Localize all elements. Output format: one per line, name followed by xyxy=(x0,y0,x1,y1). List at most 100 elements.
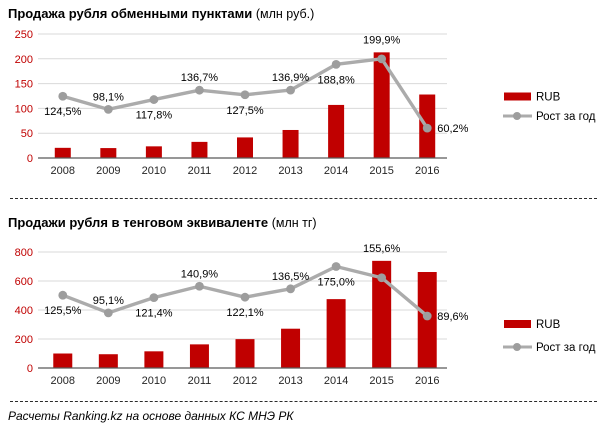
growth-label-2012: 122,1% xyxy=(226,307,264,319)
chart-title-bottom-unit: (млн тг) xyxy=(271,216,317,230)
x-label-2016: 2016 xyxy=(415,165,439,177)
marker-2014 xyxy=(331,59,341,69)
x-label-2010: 2010 xyxy=(142,165,166,177)
source-note: Расчеты Ranking.kz на основе данных КС М… xyxy=(8,409,294,423)
marker-2010 xyxy=(149,95,159,104)
legend-growth-marker-icon xyxy=(513,112,521,120)
growth-label-2011: 136,7% xyxy=(181,72,219,84)
bar-2010 xyxy=(145,146,162,158)
marker-2009 xyxy=(103,308,113,318)
legend-rub-swatch xyxy=(504,92,531,101)
growth-label-2008: 125,5% xyxy=(44,305,82,317)
chart-title-top-unit: (млн руб.) xyxy=(255,7,315,21)
y-tick-600: 600 xyxy=(15,276,33,288)
marker-2011 xyxy=(195,85,204,95)
bar-2013 xyxy=(282,129,299,158)
y-tick-200: 200 xyxy=(15,54,33,66)
y-tick-200: 200 xyxy=(15,334,33,346)
chart-top: 124,5% 98,1% 117,8% 136,7% 127,5% 136,9% 188,8… xyxy=(15,29,596,177)
bar-2014 xyxy=(328,104,345,158)
marker-2015 xyxy=(377,54,387,64)
x-label-2014: 2014 xyxy=(324,375,348,387)
marker-2008 xyxy=(58,91,68,101)
growth-label-2009: 95,1% xyxy=(93,295,124,307)
marker-2012 xyxy=(240,292,250,302)
marker-2016 xyxy=(422,123,432,133)
chart-title-top: Продажа рубля обменными пунктами (млн ру… xyxy=(8,6,314,21)
growth-label-2015: 155,6% xyxy=(363,243,401,255)
legend-growth-label: Рост за год xyxy=(536,111,596,123)
growth-label-2013: 136,5% xyxy=(272,271,310,283)
legend-rub-label: RUB xyxy=(536,319,561,331)
x-label-2015: 2015 xyxy=(369,165,393,177)
separator-dashed-1 xyxy=(10,198,597,199)
bar-2011 xyxy=(189,344,209,368)
marker-2013 xyxy=(286,284,295,294)
marker-2011 xyxy=(195,281,204,291)
x-label-2011: 2011 xyxy=(188,375,212,387)
legend: RUB Рост за год xyxy=(503,92,596,123)
y-tick-150: 150 xyxy=(15,79,33,91)
x-label-2013: 2013 xyxy=(278,375,302,387)
legend: RUB Рост за год xyxy=(503,319,596,354)
y-tick-50: 50 xyxy=(21,128,33,140)
growth-label-2012: 127,5% xyxy=(226,105,264,117)
legend-rub-label: RUB xyxy=(536,92,561,104)
x-label-2008: 2008 xyxy=(51,165,75,177)
growth-label-2014: 188,8% xyxy=(317,74,355,86)
growth-label-2015: 199,9% xyxy=(363,34,401,46)
marker-2008 xyxy=(58,290,68,300)
legend-growth-marker-icon xyxy=(513,343,521,351)
legend-rub-swatch xyxy=(504,320,531,328)
bar-2013 xyxy=(281,328,301,368)
bar-2012 xyxy=(235,339,255,368)
bar-2009 xyxy=(98,354,118,368)
y-tick-0: 0 xyxy=(27,363,33,375)
x-label-2008: 2008 xyxy=(51,375,75,387)
x-label-2013: 2013 xyxy=(278,165,302,177)
marker-2016 xyxy=(422,311,432,321)
legend-growth-label: Рост за год xyxy=(536,342,596,354)
growth-label-2008: 124,5% xyxy=(44,106,82,118)
growth-label-2016: 89,6% xyxy=(437,311,468,323)
growth-label-2014: 175,0% xyxy=(317,277,355,289)
growth-label-2011: 140,9% xyxy=(181,268,219,280)
bar-2010 xyxy=(144,351,164,368)
growth-label-2010: 121,4% xyxy=(135,308,173,320)
bar-2009 xyxy=(100,148,117,158)
x-label-2015: 2015 xyxy=(369,375,393,387)
bar-2008 xyxy=(54,147,71,158)
y-tick-250: 250 xyxy=(15,29,33,41)
y-tick-100: 100 xyxy=(15,103,33,115)
chart-title-bottom-text: Продажи рубля в тенговом эквиваленте xyxy=(8,215,269,230)
chart-title-bottom: Продажи рубля в тенговом эквиваленте (мл… xyxy=(8,215,317,230)
bar-2011 xyxy=(191,141,208,158)
marker-2013 xyxy=(286,85,295,95)
x-label-2009: 2009 xyxy=(96,375,120,387)
y-tick-800: 800 xyxy=(15,247,33,259)
x-label-2014: 2014 xyxy=(324,165,348,177)
bar-2015 xyxy=(373,52,390,158)
bar-2012 xyxy=(237,137,253,158)
chart-bottom: 125,5% 95,1% 121,4% 140,9% 122,1% 136,5% 175,0… xyxy=(15,243,596,387)
marker-2015 xyxy=(377,273,387,283)
marker-2009 xyxy=(103,104,113,114)
x-label-2012: 2012 xyxy=(233,165,257,177)
chart-title-top-text: Продажа рубля обменными пунктами xyxy=(8,6,253,21)
growth-label-2013: 136,9% xyxy=(272,72,310,84)
growth-label-2010: 117,8% xyxy=(136,110,173,122)
y-tick-0: 0 xyxy=(27,153,33,165)
marker-2014 xyxy=(331,262,341,271)
marker-2012 xyxy=(240,90,250,100)
bar-2008 xyxy=(53,353,73,368)
bar-2015 xyxy=(372,260,392,368)
growth-label-2009: 98,1% xyxy=(93,91,124,103)
growth-label-2016: 60,2% xyxy=(437,123,468,135)
x-label-2010: 2010 xyxy=(142,375,166,387)
x-label-2016: 2016 xyxy=(415,375,439,387)
x-label-2012: 2012 xyxy=(233,375,257,387)
y-tick-400: 400 xyxy=(15,305,33,317)
bar-2014 xyxy=(326,299,346,368)
separator-dashed-2 xyxy=(10,401,597,402)
